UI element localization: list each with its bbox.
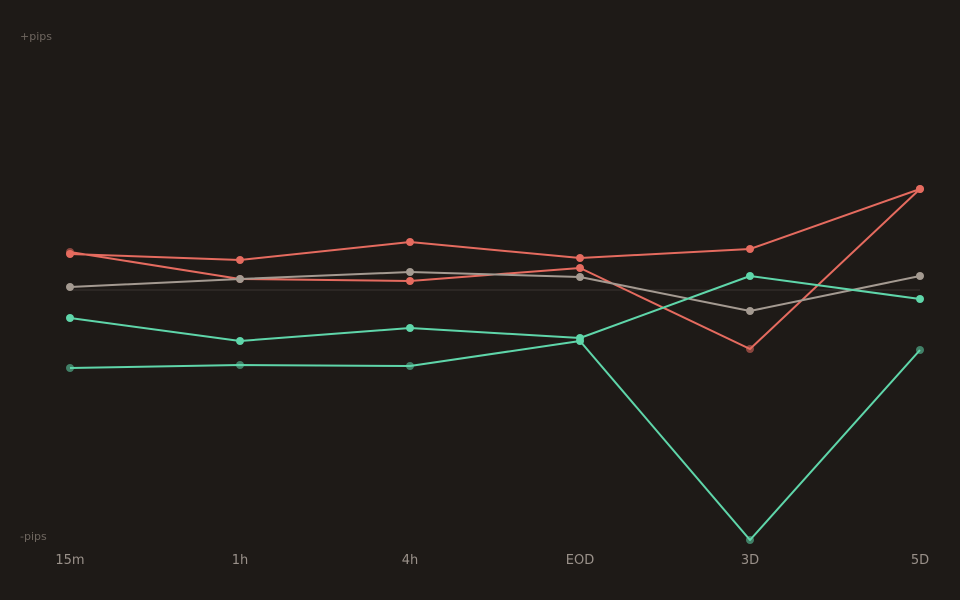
- series-1-point-5: [916, 185, 924, 193]
- x-tick-label: 1h: [232, 553, 249, 568]
- series-4-point-4: [746, 536, 754, 544]
- series-0: [66, 185, 924, 264]
- x-tick-label: EOD: [566, 553, 594, 568]
- series-3-point-0: [66, 314, 74, 322]
- series-0-point-2: [406, 238, 414, 246]
- series-3-point-1: [236, 337, 244, 345]
- series-4-point-5: [916, 346, 924, 354]
- series-2-line: [69, 271, 921, 312]
- series-4: [66, 337, 924, 544]
- series-3-point-5: [916, 295, 924, 303]
- x-tick-label: 15m: [55, 553, 84, 568]
- series-2-point-0: [66, 283, 74, 291]
- series-4-line: [69, 340, 921, 541]
- series-2-point-5: [916, 272, 924, 280]
- series-2-point-4: [746, 307, 754, 315]
- series-1-point-4: [746, 345, 754, 353]
- series-0-point-4: [746, 245, 754, 253]
- series-2-point-1: [236, 275, 244, 283]
- series-1-point-3: [576, 264, 584, 272]
- series-4-point-0: [66, 364, 74, 372]
- series-3-point-2: [406, 324, 414, 332]
- y-axis-top-label: +pips: [20, 30, 52, 43]
- series-2-point-3: [576, 273, 584, 281]
- series-3: [66, 272, 924, 345]
- series-1-point-0: [66, 248, 74, 256]
- series-1: [66, 185, 924, 353]
- series-0-point-1: [236, 256, 244, 264]
- series-4-point-2: [406, 362, 414, 370]
- series-2: [66, 268, 924, 315]
- series-4-point-3: [576, 337, 584, 345]
- series-2-point-2: [406, 268, 414, 276]
- series-1-line: [69, 188, 921, 350]
- y-axis-bottom-label: -pips: [20, 530, 47, 543]
- x-tick-label: 4h: [402, 553, 419, 568]
- series-4-point-1: [236, 361, 244, 369]
- series-3-line: [69, 275, 921, 342]
- series-1-point-2: [406, 277, 414, 285]
- series-0-line: [69, 188, 921, 261]
- series-0-point-3: [576, 254, 584, 262]
- x-tick-label: 3D: [741, 553, 759, 568]
- x-tick-label: 5D: [911, 553, 929, 568]
- series-3-point-4: [746, 272, 754, 280]
